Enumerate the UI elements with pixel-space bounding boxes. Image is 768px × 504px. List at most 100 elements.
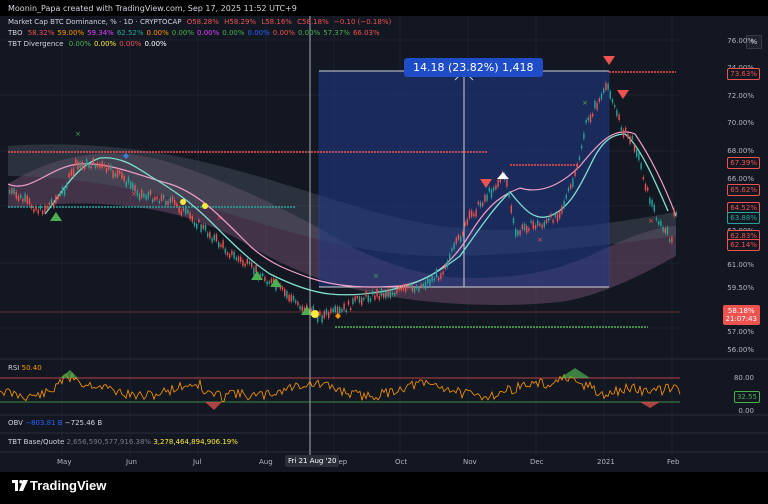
candle <box>83 167 86 170</box>
price-axis-tick: 68.00% <box>727 147 754 155</box>
rsi-line <box>0 371 681 402</box>
candle <box>193 221 196 227</box>
candle <box>121 172 123 179</box>
candle <box>655 217 658 221</box>
candle <box>666 227 669 235</box>
candle <box>94 165 97 169</box>
candle <box>431 275 433 282</box>
candle <box>607 84 609 90</box>
candle <box>545 219 548 224</box>
yellow-dot-icon <box>180 199 186 205</box>
last-price-tag: 58.18% 21:07:43 <box>722 305 760 325</box>
candle <box>475 209 477 217</box>
candle <box>268 281 270 284</box>
candle <box>400 287 402 291</box>
candle <box>156 196 158 200</box>
candle <box>490 189 493 198</box>
legend-tbo[interactable]: TBO 58.32% 59.00% 59.34% 62.52% 0.00% 0.00% 0.… <box>8 29 383 37</box>
candle <box>435 269 438 278</box>
bar-countdown: 21:07:43 <box>725 315 757 323</box>
candle <box>493 187 495 191</box>
candle <box>363 297 365 300</box>
candle <box>123 175 125 182</box>
candle <box>497 179 499 187</box>
rsi-legend[interactable]: RSI 50.40 <box>8 364 42 372</box>
candle <box>325 309 328 315</box>
candle <box>405 285 407 292</box>
candle <box>92 158 94 164</box>
candle <box>176 203 178 206</box>
percent-scale-button[interactable]: % <box>746 35 762 49</box>
candle <box>39 205 42 210</box>
candle <box>207 233 209 237</box>
tbo-value: 0.00% <box>171 29 195 37</box>
tbt-value-1: 2,656,590,577,916.38% <box>66 438 152 446</box>
candle <box>519 230 521 235</box>
legend-divergence[interactable]: TBT Divergence 0.00% 0.00% 0.00% 0.00% <box>8 40 170 48</box>
rsi-overbought-fill <box>60 368 590 378</box>
candle <box>438 277 440 281</box>
legend-symbol[interactable]: Market Cap BTC Dominance, % · 1D · CRYPT… <box>8 18 394 26</box>
candle <box>398 286 400 291</box>
candle <box>312 306 314 311</box>
tbo-label: TBO <box>8 29 23 37</box>
candle <box>411 285 413 291</box>
sell-triangle-icon <box>603 56 615 65</box>
candle <box>589 114 592 123</box>
candle <box>376 288 378 297</box>
buy-triangle-icon <box>50 212 62 221</box>
candle <box>477 201 479 205</box>
candle <box>246 258 248 264</box>
candle <box>50 199 53 206</box>
candle <box>334 306 336 312</box>
candle <box>72 168 75 177</box>
rsi-last-tag: 32.55 <box>733 391 760 403</box>
candle <box>640 163 642 169</box>
snapshot-caption: Moonin_Papa created with TradingView.com… <box>8 4 297 13</box>
candle <box>130 181 132 189</box>
obv-legend[interactable]: OBV −803.81 B −725.46 B <box>8 419 102 427</box>
candle <box>251 262 253 268</box>
candle <box>422 283 424 288</box>
candle <box>244 263 246 267</box>
price-level-tag: 73.63% <box>727 68 760 80</box>
time-axis-tick: 2021 <box>597 458 615 466</box>
candle <box>59 192 61 196</box>
candle <box>86 159 88 166</box>
candle <box>125 182 127 187</box>
candle <box>17 195 20 201</box>
candle <box>105 167 108 173</box>
candle <box>255 265 257 273</box>
candle <box>103 164 105 167</box>
candle <box>299 306 301 310</box>
chart-canvas[interactable]: × × × × × × × <box>0 16 768 472</box>
candle <box>321 315 323 323</box>
cross-marker-icon: × <box>373 272 379 280</box>
tbt-legend[interactable]: TBT Base/Quote 2,656,590,577,916.38% 3,2… <box>8 438 238 446</box>
candle <box>339 307 341 314</box>
candle <box>622 129 625 138</box>
tbo-cloud-upper <box>8 144 676 256</box>
tbo-value: 58.32% <box>27 29 55 37</box>
price-level-tag: 62.14% <box>727 239 760 251</box>
candle <box>169 197 171 203</box>
candle <box>26 195 28 204</box>
candle <box>387 289 389 297</box>
candle <box>79 162 81 168</box>
candle <box>638 152 640 161</box>
tbo-value: 66.03% <box>352 29 380 37</box>
tbo-fast-line <box>44 133 669 296</box>
candle <box>81 161 83 169</box>
candle <box>61 186 64 195</box>
candle <box>171 196 174 202</box>
candle <box>253 267 255 275</box>
candle <box>372 291 374 295</box>
candle <box>292 295 295 301</box>
candle <box>464 222 466 226</box>
candle <box>429 279 431 286</box>
chart-area[interactable]: × × × × × × × Market Ca <box>0 16 768 472</box>
candle <box>418 287 420 292</box>
time-axis-tick: Nov <box>463 458 477 466</box>
candle <box>48 203 50 206</box>
divergence-label: TBT Divergence <box>8 40 64 48</box>
